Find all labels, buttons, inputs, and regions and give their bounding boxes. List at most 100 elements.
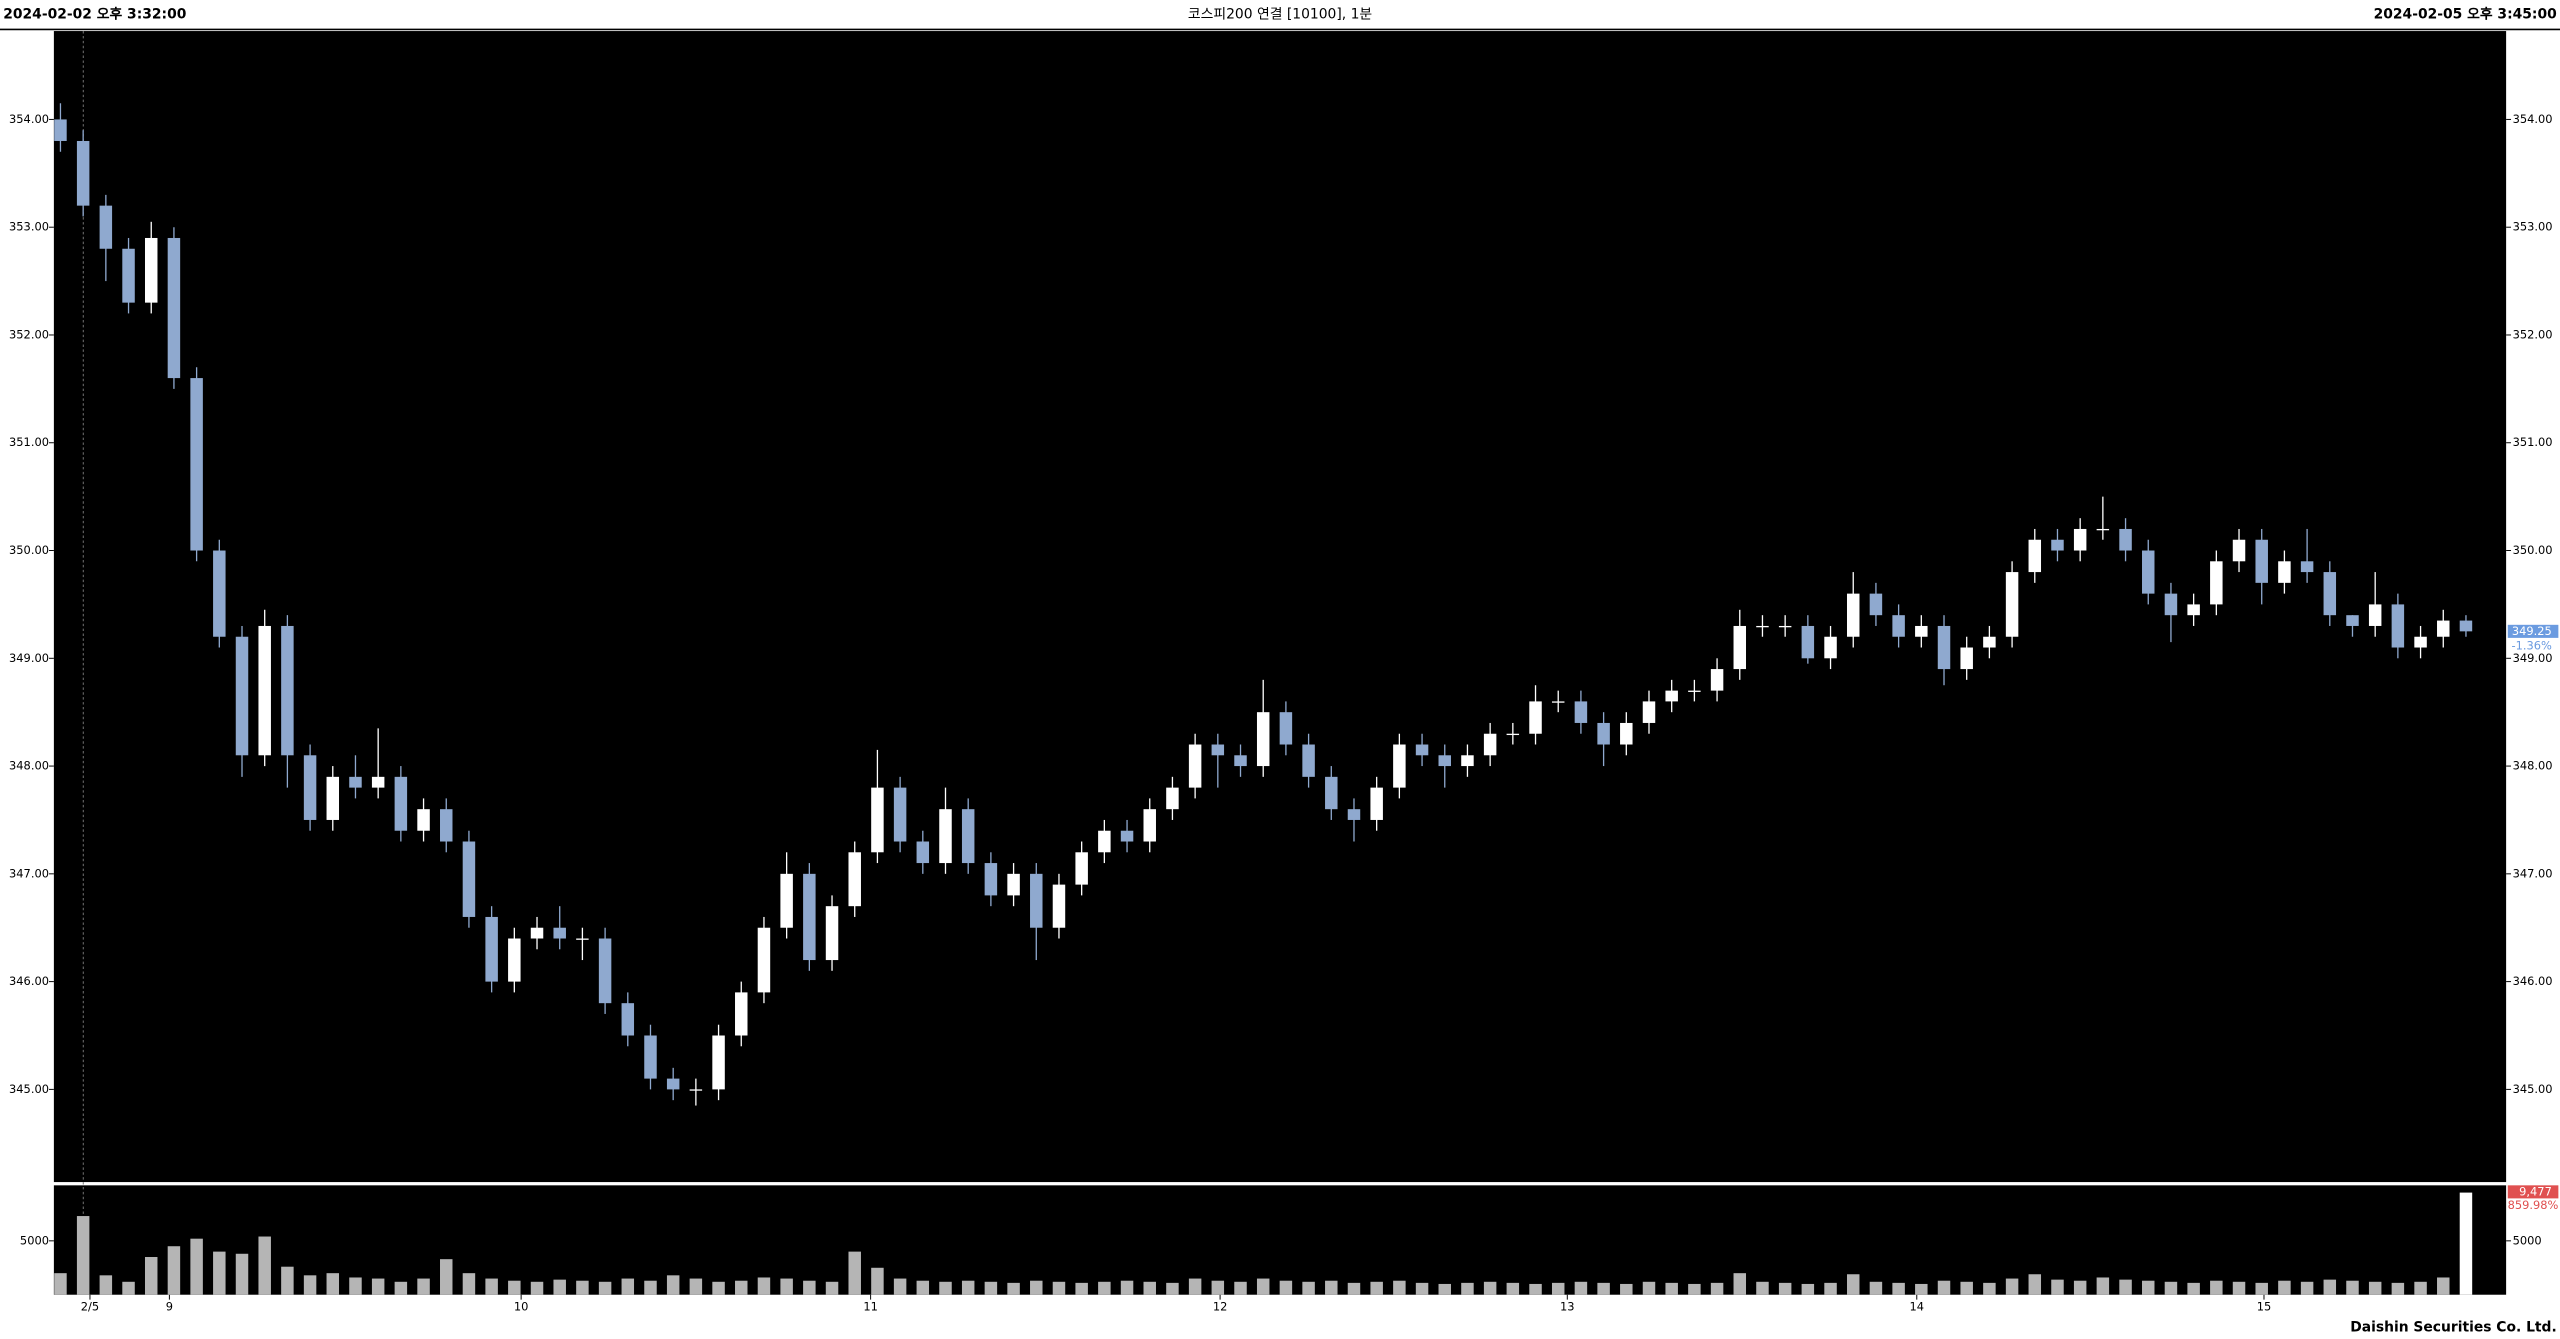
- y-tick-label: 350.00: [9, 543, 49, 557]
- candle-body: [712, 1035, 725, 1090]
- volume-bar: [2437, 1277, 2450, 1295]
- y-tick-label: 354.00: [9, 112, 49, 126]
- volume-bar: [1529, 1283, 1542, 1295]
- candle-body: [2414, 636, 2427, 648]
- candle-body: [2437, 620, 2450, 637]
- volume-bar: [2028, 1274, 2042, 1295]
- y-tick-label: 349.00: [9, 651, 49, 665]
- candle-body: [1688, 690, 1701, 692]
- candle-body: [780, 873, 793, 928]
- candle-body: [984, 863, 998, 896]
- y-tick-label-right: 352.00: [2513, 327, 2553, 341]
- volume-bar: [1325, 1280, 1338, 1295]
- volume-bar: [2210, 1280, 2223, 1295]
- price-tag: [2507, 624, 2559, 638]
- header-center: 코스피200 연결 [10100], 1분: [1188, 7, 1373, 23]
- y-tick-label: 345.00: [9, 1082, 49, 1096]
- volume-bar: [1960, 1281, 1973, 1295]
- x-tick-label: 14: [1910, 1299, 1925, 1313]
- candle-body: [666, 1078, 680, 1090]
- candle-body: [2323, 572, 2337, 616]
- header-right: 2024-02-05 오후 3:45:00: [2374, 7, 2557, 23]
- footer: Daishin Securities Co. Ltd.: [2350, 1319, 2556, 1335]
- candle-body: [1733, 625, 1747, 670]
- x-tick-label: 12: [1213, 1299, 1228, 1313]
- volume-bar: [1030, 1280, 1043, 1295]
- candle-body: [1438, 755, 1451, 767]
- candle-body: [1915, 625, 1928, 637]
- volume-bar: [644, 1280, 657, 1295]
- volume-bar: [2300, 1281, 2314, 1295]
- candle-body: [576, 938, 589, 940]
- y-tick-label-right: 353.00: [2513, 220, 2553, 234]
- candle-body: [508, 938, 521, 982]
- volume-bar: [848, 1251, 861, 1295]
- volume-bar: [1143, 1281, 1156, 1295]
- volume-tag-label: 9,477: [2519, 1184, 2552, 1198]
- volume-bar: [2164, 1281, 2178, 1295]
- candle-body: [326, 776, 340, 820]
- volume-bar: [1551, 1282, 1565, 1295]
- candle-body: [2368, 604, 2382, 626]
- volume-bar: [1801, 1283, 1815, 1295]
- candle-body: [2187, 604, 2200, 616]
- candle-body: [2300, 561, 2314, 573]
- volume-bar: [485, 1278, 498, 1295]
- y-tick-label-right: 350.00: [2513, 543, 2553, 557]
- volume-bar: [984, 1281, 998, 1295]
- candle-body: [803, 873, 816, 961]
- candle-body: [1234, 755, 1247, 767]
- volume-bar: [712, 1281, 725, 1295]
- y-tick-label: 347.00: [9, 866, 49, 880]
- candle-body: [1892, 615, 1905, 637]
- volume-bar: [1256, 1278, 1270, 1295]
- volume-bar: [167, 1246, 181, 1295]
- candle-body: [76, 140, 90, 206]
- candle-body: [1483, 733, 1497, 756]
- candle-body: [2142, 550, 2155, 594]
- candle-body: [417, 809, 430, 831]
- candle-body: [2255, 539, 2268, 583]
- volume-bar: [394, 1281, 408, 1295]
- candle-body: [99, 205, 113, 249]
- volume-bar: [144, 1257, 158, 1295]
- volume-bar: [1756, 1281, 1769, 1295]
- volume-bar: [1983, 1282, 1996, 1295]
- candle-body: [1801, 625, 1815, 659]
- candle-body: [1030, 873, 1043, 928]
- volume-bar: [1937, 1280, 1951, 1295]
- candle-body: [1574, 701, 1588, 723]
- candle-body: [1529, 701, 1542, 734]
- candle-body: [371, 776, 385, 788]
- candle-body: [2119, 528, 2132, 551]
- y-tick-label-right: 354.00: [2513, 112, 2553, 126]
- volume-bar: [1710, 1282, 1724, 1295]
- volume-panel: [53, 1185, 2507, 1295]
- x-tick-label: 2/5: [81, 1299, 99, 1313]
- volume-bar: [326, 1273, 340, 1295]
- volume-bar: [2187, 1282, 2200, 1295]
- candle-body: [598, 938, 612, 1004]
- candle-body: [1279, 712, 1293, 745]
- volume-bar: [349, 1277, 362, 1295]
- candle-body: [1143, 809, 1156, 842]
- y-tick-label: 348.00: [9, 759, 49, 773]
- candle-body: [1393, 744, 1406, 788]
- candle-body: [2346, 615, 2359, 626]
- volume-bar: [2119, 1279, 2132, 1295]
- volume-bar: [735, 1280, 748, 1295]
- volume-bar: [2005, 1278, 2019, 1295]
- candle-body: [349, 776, 362, 788]
- candle-body: [144, 237, 158, 303]
- candle-body: [1415, 744, 1429, 756]
- volume-bar: [54, 1273, 67, 1295]
- price-change: -1.36%: [2511, 639, 2552, 653]
- y-tick-label: 352.00: [9, 327, 49, 341]
- candle-body: [1302, 744, 1315, 777]
- y-tick-label-right: 5000: [2513, 1233, 2542, 1247]
- candle-body: [961, 809, 975, 864]
- candle-body: [1075, 852, 1088, 885]
- candle-body: [1620, 722, 1633, 745]
- volume-tag: [2507, 1185, 2559, 1199]
